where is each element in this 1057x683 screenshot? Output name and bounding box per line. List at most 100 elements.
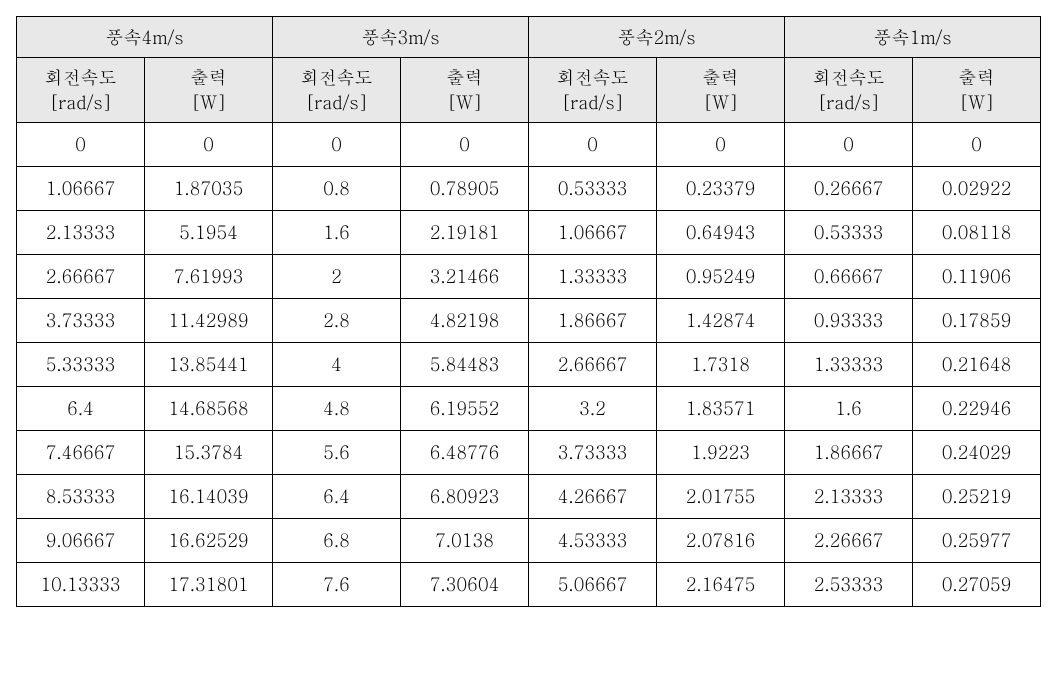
table-cell: 3.2 (529, 387, 657, 431)
table-cell: 0.26667 (785, 167, 913, 211)
table-cell: 6.19552 (401, 387, 529, 431)
table-cell: 3.73333 (529, 431, 657, 475)
power-label-line1: 출력 (191, 65, 227, 90)
data-table: 풍속4m/s 풍속3m/s 풍속2m/s 풍속1m/s 회전속도 [rad/s]… (16, 16, 1041, 607)
col-power-3ms: 출력 [W] (401, 58, 529, 123)
power-label-line2: [W] (959, 90, 994, 115)
table-row: 2.666677.6199323.214661.333330.952490.66… (17, 255, 1041, 299)
table-row: 5.3333313.8544145.844832.666671.73181.33… (17, 343, 1041, 387)
table-cell: 9.06667 (17, 519, 145, 563)
power-label-line2: [W] (191, 90, 226, 115)
table-cell: 0.02922 (913, 167, 1041, 211)
table-cell: 0 (401, 123, 529, 167)
table-cell: 0.21648 (913, 343, 1041, 387)
table-cell: 4.53333 (529, 519, 657, 563)
group-header-1ms: 풍속1m/s (785, 17, 1041, 58)
table-row: 00000000 (17, 123, 1041, 167)
table-cell: 8.53333 (17, 475, 145, 519)
speed-label-line2: [rad/s] (817, 90, 879, 115)
table-cell: 0.22946 (913, 387, 1041, 431)
table-cell: 1.06667 (529, 211, 657, 255)
table-cell: 0.53333 (529, 167, 657, 211)
col-speed-3ms: 회전속도 [rad/s] (273, 58, 401, 123)
table-row: 1.066671.870350.80.789050.533330.233790.… (17, 167, 1041, 211)
table-cell: 0.24029 (913, 431, 1041, 475)
table-cell: 0 (145, 123, 273, 167)
col-speed-2ms: 회전속도 [rad/s] (529, 58, 657, 123)
table-row: 6.414.685684.86.195523.21.835711.60.2294… (17, 387, 1041, 431)
table-cell: 11.42989 (145, 299, 273, 343)
table-cell: 0.08118 (913, 211, 1041, 255)
table-cell: 2 (273, 255, 401, 299)
table-cell: 7.30604 (401, 563, 529, 607)
table-cell: 5.84483 (401, 343, 529, 387)
table-cell: 0 (273, 123, 401, 167)
col-power-1ms: 출력 [W] (913, 58, 1041, 123)
table-cell: 6.80923 (401, 475, 529, 519)
table-cell: 1.87035 (145, 167, 273, 211)
speed-label-line1: 회전속도 (813, 65, 885, 90)
table-cell: 0.27059 (913, 563, 1041, 607)
table-cell: 5.6 (273, 431, 401, 475)
table-cell: 1.33333 (785, 343, 913, 387)
table-cell: 0 (913, 123, 1041, 167)
table-cell: 7.6 (273, 563, 401, 607)
table-cell: 16.14039 (145, 475, 273, 519)
table-cell: 0.53333 (785, 211, 913, 255)
table-cell: 1.83571 (657, 387, 785, 431)
table-cell: 10.13333 (17, 563, 145, 607)
table-row: 3.7333311.429892.84.821981.866671.428740… (17, 299, 1041, 343)
table-cell: 1.7318 (657, 343, 785, 387)
table-cell: 3.73333 (17, 299, 145, 343)
table-cell: 13.85441 (145, 343, 273, 387)
table-cell: 0 (17, 123, 145, 167)
table-cell: 0.23379 (657, 167, 785, 211)
table-cell: 4 (273, 343, 401, 387)
table-cell: 1.33333 (529, 255, 657, 299)
col-power-4ms: 출력 [W] (145, 58, 273, 123)
table-cell: 14.68568 (145, 387, 273, 431)
table-cell: 2.26667 (785, 519, 913, 563)
table-row: 10.1333317.318017.67.306045.066672.16475… (17, 563, 1041, 607)
table-cell: 4.8 (273, 387, 401, 431)
power-label-line1: 출력 (959, 65, 995, 90)
col-speed-4ms: 회전속도 [rad/s] (17, 58, 145, 123)
table-cell: 2.07816 (657, 519, 785, 563)
table-cell: 2.19181 (401, 211, 529, 255)
table-cell: 16.62529 (145, 519, 273, 563)
power-label-line1: 출력 (703, 65, 739, 90)
table-row: 2.133335.19541.62.191811.066670.649430.5… (17, 211, 1041, 255)
table-cell: 6.48776 (401, 431, 529, 475)
table-cell: 6.4 (273, 475, 401, 519)
group-header-3ms: 풍속3m/s (273, 17, 529, 58)
table-cell: 6.4 (17, 387, 145, 431)
table-cell: 2.53333 (785, 563, 913, 607)
table-cell: 0.25219 (913, 475, 1041, 519)
group-header-row: 풍속4m/s 풍속3m/s 풍속2m/s 풍속1m/s (17, 17, 1041, 58)
table-cell: 2.16475 (657, 563, 785, 607)
table-cell: 2.66667 (17, 255, 145, 299)
table-cell: 4.26667 (529, 475, 657, 519)
table-cell: 1.9223 (657, 431, 785, 475)
table-cell: 0 (657, 123, 785, 167)
group-header-2ms: 풍속2m/s (529, 17, 785, 58)
table-cell: 5.06667 (529, 563, 657, 607)
table-body: 000000001.066671.870350.80.789050.533330… (17, 123, 1041, 607)
table-cell: 4.82198 (401, 299, 529, 343)
col-power-2ms: 출력 [W] (657, 58, 785, 123)
table-row: 8.5333316.140396.46.809234.266672.017552… (17, 475, 1041, 519)
table-cell: 5.33333 (17, 343, 145, 387)
table-cell: 0.95249 (657, 255, 785, 299)
table-cell: 7.61993 (145, 255, 273, 299)
table-cell: 0.11906 (913, 255, 1041, 299)
table-row: 7.4666715.37845.66.487763.733331.92231.8… (17, 431, 1041, 475)
table-cell: 2.13333 (17, 211, 145, 255)
power-label-line1: 출력 (447, 65, 483, 90)
table-cell: 3.21466 (401, 255, 529, 299)
table-cell: 0.64943 (657, 211, 785, 255)
power-label-line2: [W] (703, 90, 738, 115)
table-cell: 0.66667 (785, 255, 913, 299)
table-cell: 1.42874 (657, 299, 785, 343)
speed-label-line1: 회전속도 (301, 65, 373, 90)
table-cell: 1.86667 (529, 299, 657, 343)
